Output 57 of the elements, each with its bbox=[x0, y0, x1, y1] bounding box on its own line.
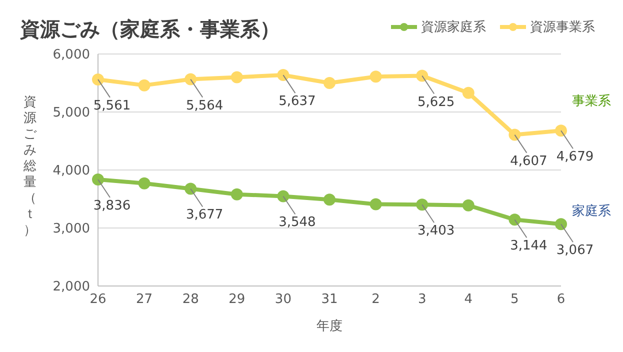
point bbox=[324, 77, 336, 89]
x-tick-label: 31 bbox=[321, 292, 338, 308]
point bbox=[277, 190, 290, 202]
x-tick-label: 27 bbox=[136, 292, 153, 308]
data-label: 3,677 bbox=[186, 208, 224, 223]
data-label: 5,561 bbox=[93, 98, 131, 114]
x-axis-title: 年度 bbox=[316, 318, 342, 334]
x-tick-label: 26 bbox=[90, 292, 106, 308]
y-tick-label: 6,000 bbox=[52, 48, 90, 63]
x-tick-label: 29 bbox=[228, 292, 246, 308]
legend-label: 資源事業系 bbox=[529, 19, 595, 36]
data-label: 4,679 bbox=[556, 150, 594, 165]
y-tick-label: 2,000 bbox=[52, 280, 90, 295]
point bbox=[230, 188, 243, 200]
point bbox=[508, 214, 521, 226]
y-tick-label: 5,000 bbox=[52, 106, 90, 121]
point bbox=[92, 73, 104, 86]
x-tick-label: 30 bbox=[274, 292, 292, 308]
data-label: 5,625 bbox=[417, 94, 455, 110]
point bbox=[324, 194, 336, 206]
text: 事業系 bbox=[572, 93, 611, 110]
legend-label: 資源家庭系 bbox=[420, 19, 486, 36]
y-tick-label: 3,000 bbox=[52, 222, 90, 237]
data-label: 5,564 bbox=[186, 98, 224, 114]
point bbox=[508, 128, 521, 141]
y-tick-label: 4,000 bbox=[52, 164, 90, 179]
x-tick-label: 5 bbox=[510, 292, 519, 308]
data-label: 3,067 bbox=[556, 243, 594, 258]
point bbox=[277, 69, 290, 82]
x-tick-label: 4 bbox=[464, 292, 473, 308]
point bbox=[138, 177, 150, 190]
point bbox=[370, 198, 382, 210]
point bbox=[230, 71, 243, 84]
point bbox=[555, 124, 567, 137]
x-tick-label: 28 bbox=[182, 292, 199, 308]
point bbox=[184, 73, 197, 86]
point bbox=[416, 198, 428, 211]
point bbox=[462, 86, 474, 99]
data-label: 3,403 bbox=[417, 224, 455, 239]
x-tick-label: 2 bbox=[372, 292, 380, 308]
point bbox=[92, 174, 104, 186]
x-tick-label: 6 bbox=[556, 292, 566, 308]
x-tick-label: 3 bbox=[418, 292, 426, 308]
point bbox=[138, 79, 150, 92]
text: 家庭系 bbox=[572, 203, 611, 220]
data-label: 3,144 bbox=[510, 238, 548, 254]
text: 資源ごみ総量（ｔ） bbox=[24, 95, 36, 238]
point bbox=[184, 182, 197, 195]
data-label: 3,836 bbox=[93, 198, 131, 214]
data-label: 3,548 bbox=[278, 215, 316, 230]
point bbox=[462, 199, 474, 212]
data-label: 4,607 bbox=[510, 154, 548, 169]
chart-title: 資源ごみ（家庭系・事業系） bbox=[20, 16, 280, 43]
point bbox=[555, 218, 567, 230]
point bbox=[416, 70, 428, 82]
point bbox=[370, 70, 382, 83]
data-label: 5,637 bbox=[278, 94, 316, 110]
